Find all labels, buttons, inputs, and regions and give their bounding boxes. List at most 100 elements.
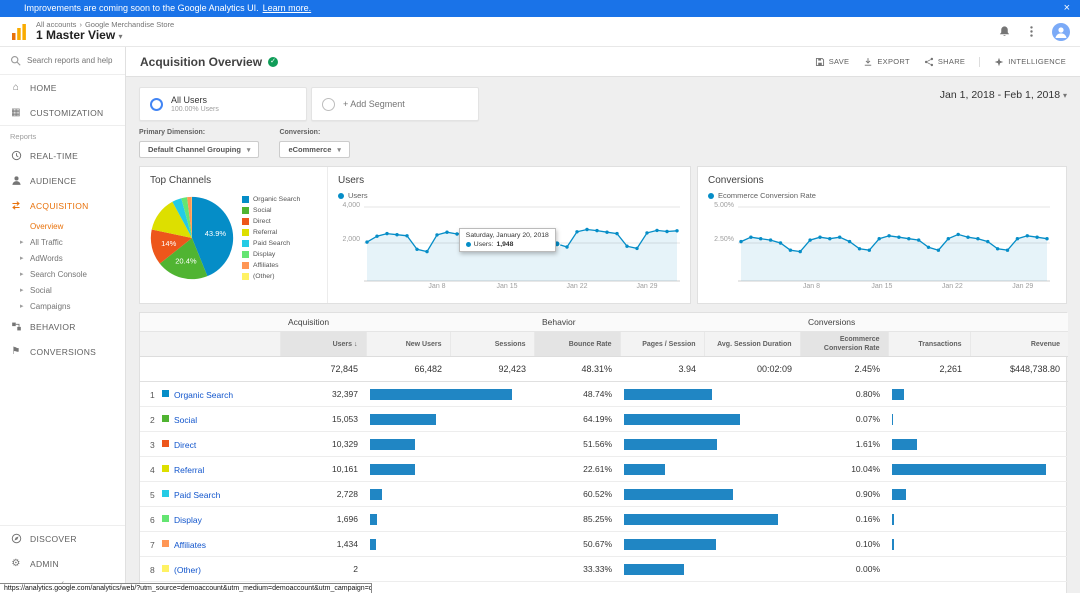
legend-swatch: [242, 229, 249, 236]
bounce-rate-value: 48.74%: [583, 389, 613, 399]
legend-swatch: [242, 262, 249, 269]
sidebar-item-realtime[interactable]: REAL-TIME: [0, 143, 125, 168]
channel-link[interactable]: Affiliates: [174, 540, 206, 550]
channel-link[interactable]: Direct: [174, 440, 197, 450]
x-axis-label: Jan 22: [941, 283, 963, 290]
channel-link[interactable]: Social: [174, 415, 198, 425]
search-reports[interactable]: [0, 47, 125, 75]
channel-link[interactable]: Paid Search: [174, 490, 221, 500]
users-value: 15,053: [332, 414, 358, 424]
legend-item[interactable]: Referral: [242, 227, 300, 238]
chart-tooltip: Saturday, January 20, 2018 Users: 1,948: [458, 228, 556, 252]
breadcrumb[interactable]: All accounts › Google Merchandise Store: [36, 20, 175, 29]
sidebar-item-search-console[interactable]: ▸ Search Console: [20, 269, 87, 279]
primary-dimension-dropdown[interactable]: Default Channel Grouping ▾: [139, 141, 260, 158]
more-options-icon[interactable]: [1025, 25, 1038, 38]
channel-link[interactable]: Organic Search: [174, 390, 234, 400]
channel-color-swatch: [162, 465, 169, 473]
export-button[interactable]: EXPORT: [863, 57, 910, 67]
pie-slice-referral[interactable]: [151, 201, 192, 238]
user-avatar[interactable]: [1052, 22, 1070, 41]
legend-item[interactable]: Organic Search: [242, 194, 300, 205]
sidebar-item-audience[interactable]: AUDIENCE: [0, 168, 125, 193]
pie-slice-social[interactable]: [159, 238, 208, 280]
acquisition-children: Overview ▸ All Traffic ▸ AdWords ▸ Search Cons…: [0, 218, 125, 314]
share-button[interactable]: SHARE: [924, 57, 965, 67]
channel-link[interactable]: Referral: [174, 465, 205, 475]
segment-all-users[interactable]: All Users 100.00% Users: [139, 87, 307, 121]
x-axis-label: Jan 8: [802, 283, 821, 290]
sidebar-item-overview[interactable]: Overview: [30, 221, 64, 231]
date-range-selector[interactable]: Jan 1, 2018 - Feb 1, 2018 ▾: [939, 89, 1067, 101]
bounce-rate-bar: [624, 388, 713, 400]
pie-slice-paid-search[interactable]: [172, 198, 192, 238]
sidebar-item-home[interactable]: ⌂ HOME: [0, 75, 125, 100]
col-header-avg-session-duration[interactable]: Avg. Session Duration: [703, 331, 801, 357]
report-titlebar: Acquisition Overview ✓ SAVE EXPORT SHARE: [126, 47, 1080, 77]
col-header-pages-session[interactable]: Pages / Session: [619, 331, 705, 357]
table-row: 6 Display 1,696 85.25% 0.16%: [140, 507, 1069, 532]
conversion-dropdown[interactable]: eCommerce ▾: [279, 141, 350, 158]
banner-learn-more-link[interactable]: Learn more.: [262, 3, 312, 13]
col-header-bounce-rate[interactable]: Bounce Rate: [533, 331, 621, 357]
legend-item[interactable]: Affiliates: [242, 260, 300, 271]
legend-item[interactable]: Paid Search: [242, 238, 300, 249]
sidebar-item-behavior[interactable]: BEHAVIOR: [0, 314, 125, 339]
sidebar-item-acquisition[interactable]: ACQUISITION: [0, 193, 125, 218]
chevron-down-icon: ▾: [1062, 91, 1067, 100]
notifications-bell-icon[interactable]: [998, 25, 1011, 38]
conversion-rate-bar: [892, 538, 894, 550]
pie-slice-organic-search[interactable]: [192, 196, 234, 277]
legend-item[interactable]: Display: [242, 249, 300, 260]
legend-item[interactable]: Social: [242, 205, 300, 216]
conversion-rate-bar: [892, 438, 917, 450]
add-segment-button[interactable]: + Add Segment: [311, 87, 479, 121]
search-input[interactable]: [27, 56, 117, 65]
pie-slice-direct[interactable]: [150, 229, 192, 264]
row-rank: 2: [150, 415, 155, 425]
col-header-ecommerce-conversion-rate[interactable]: Ecommerce Conversion Rate: [799, 331, 889, 357]
legend-item[interactable]: Direct: [242, 216, 300, 227]
channel-link[interactable]: (Other): [174, 565, 201, 575]
pie-slice-label: 20.4%: [175, 257, 197, 266]
sidebar-item-all-traffic[interactable]: ▸ All Traffic: [20, 237, 63, 247]
sidebar-item-admin[interactable]: ⚙ ADMIN: [11, 558, 59, 569]
legend-swatch: [242, 196, 249, 203]
conversions-line-chart[interactable]: [738, 204, 1050, 282]
report-content: All Users 100.00% Users + Add Segment Ja…: [126, 77, 1080, 593]
x-axis-label: Jan 29: [636, 283, 658, 290]
sidebar-item-discover[interactable]: DISCOVER: [0, 525, 125, 551]
sidebar-item-campaigns[interactable]: ▸ Campaigns: [20, 301, 71, 311]
conversions-legend[interactable]: Ecommerce Conversion Rate: [708, 191, 1056, 200]
legend-item[interactable]: (Other): [242, 271, 300, 282]
behavior-icon: [10, 321, 22, 332]
save-button[interactable]: SAVE: [815, 57, 850, 67]
main-area: Acquisition Overview ✓ SAVE EXPORT SHARE: [126, 47, 1080, 593]
pie-slice-display[interactable]: [181, 197, 192, 238]
banner-close-icon[interactable]: ×: [1063, 2, 1070, 14]
table-row: 7 Affiliates 1,434 50.67% 0.10%: [140, 532, 1069, 557]
pie-slice-label: 14%: [161, 239, 176, 248]
users-value: 1,696: [336, 514, 358, 524]
intelligence-button[interactable]: INTELLIGENCE: [979, 56, 1066, 67]
pie-slice-affiliates[interactable]: [187, 196, 192, 238]
users-value: 10,329: [332, 439, 358, 449]
channel-link[interactable]: Display: [174, 515, 202, 525]
col-header-revenue[interactable]: Revenue: [969, 331, 1069, 357]
users-line-chart[interactable]: [364, 204, 680, 282]
users-legend[interactable]: Users: [338, 191, 680, 200]
sidebar-item-adwords[interactable]: ▸ AdWords: [20, 253, 63, 263]
sidebar-item-conversions[interactable]: ⚑ CONVERSIONS: [11, 346, 97, 357]
col-header-users[interactable]: Users ↓: [279, 331, 366, 357]
verified-check-icon: ✓: [268, 56, 279, 67]
table-row: 5 Paid Search 2,728 60.52% 0.90%: [140, 482, 1069, 507]
col-header-sessions[interactable]: Sessions: [449, 331, 535, 357]
total-sessions: 92,423: [450, 356, 535, 382]
clock-icon: [10, 150, 22, 161]
sidebar-item-social[interactable]: ▸ Social: [20, 285, 52, 295]
col-header-new-users[interactable]: New Users: [365, 331, 450, 357]
channels-pie-chart[interactable]: 43.9% 20.4% 14%: [150, 196, 234, 280]
sidebar-item-customization[interactable]: ▦ CUSTOMIZATION: [11, 107, 104, 118]
view-selector[interactable]: 1 Master View ▾: [36, 28, 123, 42]
col-header-transactions[interactable]: Transactions: [887, 331, 971, 357]
